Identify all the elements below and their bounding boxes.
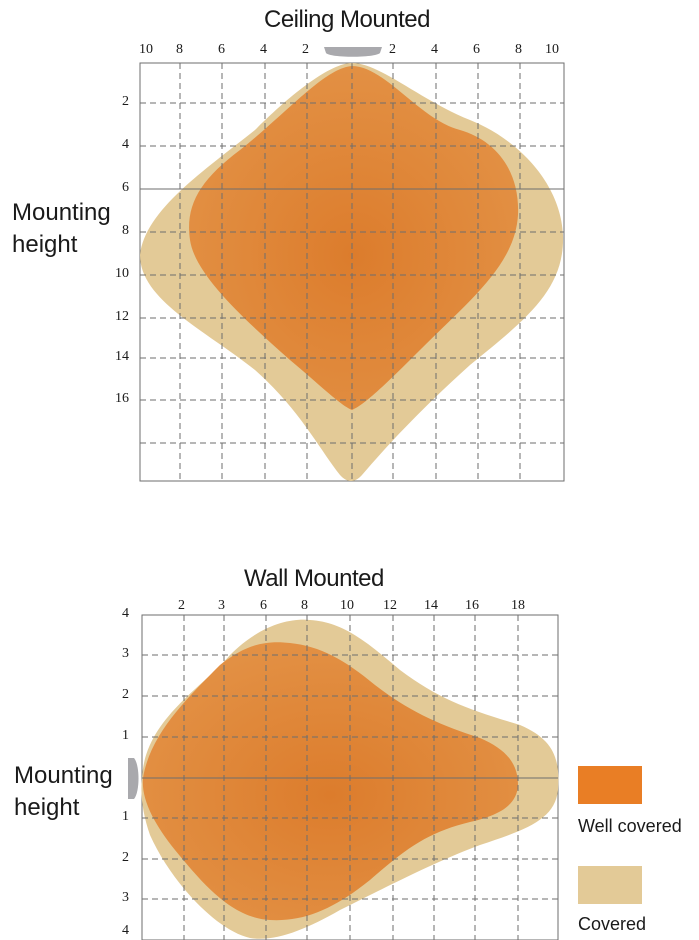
ceiling-left-tick: 8 [122,223,129,238]
wall-title: Wall Mounted [244,565,384,592]
ceiling-top-tick: 4 [260,42,267,57]
wall-left-tick: 4 [122,923,129,938]
wall-top-tick: 8 [301,598,308,613]
ceiling-top-tick: 2 [302,42,309,57]
ceiling-left-tick: 16 [115,391,129,406]
ceiling-sensor-icon [324,47,382,57]
wall-top-tick: 16 [465,598,479,613]
ceiling-top-tick: 6 [218,42,225,57]
ceiling-mounting-height-line1: Mounting [12,199,111,226]
wall-left-tick: 3 [122,646,129,661]
ceiling-left-tick: 12 [115,309,129,324]
ceiling-top-tick: 8 [515,42,522,57]
ceiling-top-tick: 8 [176,42,183,57]
wall-top-tick: 6 [260,598,267,613]
wall-top-tick: 10 [340,598,354,613]
legend-label-covered: Covered [578,914,647,934]
wall-left-tick: 3 [122,890,129,905]
legend-swatch-well-covered [578,766,642,804]
wall-mounting-height-label: Mounting height [14,760,113,824]
wall-left-tick: 4 [122,606,129,621]
legend-swatch-covered [578,866,642,904]
ceiling-left-tick: 14 [115,349,129,364]
wall-top-tick: 14 [424,598,438,613]
wall-left-tick: 2 [122,850,129,865]
wall-sensor-icon [128,758,139,799]
ceiling-top-tick: 2 [389,42,396,57]
ceiling-left-tick: 4 [122,137,129,152]
ceiling-mounting-height-label: Mounting height [12,197,111,261]
ceiling-left-tick: 6 [122,180,129,195]
ceiling-title: Ceiling Mounted [264,6,430,33]
ceiling-top-tick: 4 [431,42,438,57]
ceiling-mounting-height-line2: height [12,231,78,258]
wall-left-tick: 2 [122,687,129,702]
ceiling-left-tick: 2 [122,94,129,109]
wall-top-tick: 3 [218,598,225,613]
ceiling-top-tick: 6 [473,42,480,57]
ceiling-left-tick: 10 [115,266,129,281]
wall-left-tick: 1 [122,728,129,743]
wall-well-covered-region [142,642,518,921]
wall-top-tick: 18 [511,598,525,613]
legend-label-well-covered: Well covered [578,816,682,836]
wall-top-tick: 12 [383,598,397,613]
ceiling-top-tick: 10 [139,42,153,57]
wall-top-tick: 2 [178,598,185,613]
wall-left-tick: 1 [122,809,129,824]
wall-mounting-height-line2: height [14,794,80,821]
ceiling-grid [140,63,564,481]
ceiling-top-tick: 10 [545,42,559,57]
wall-mounting-height-line1: Mounting [14,762,113,789]
